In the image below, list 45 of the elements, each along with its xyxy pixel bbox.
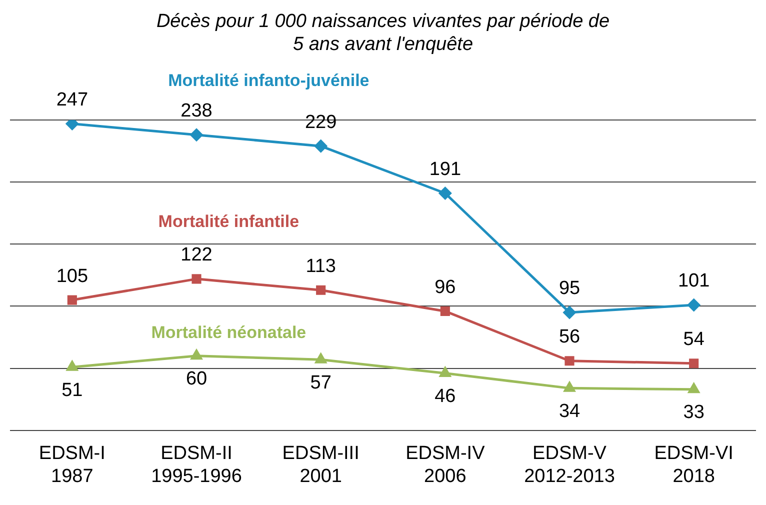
data-label: 33 (683, 402, 704, 424)
x-tick-label: EDSM-V 2012-2013 (524, 443, 615, 487)
data-label: 105 (56, 266, 88, 287)
data-label: 122 (180, 244, 212, 266)
point (190, 128, 203, 142)
text: Mortalité infanto-juvénile (168, 71, 370, 90)
point (316, 285, 326, 295)
point (688, 383, 700, 394)
data-label: 191 (429, 158, 462, 180)
point (66, 120, 78, 130)
point (314, 140, 328, 152)
x-tick-label: EDSM-II 1995-1996 (151, 443, 242, 487)
point (440, 367, 451, 378)
point (190, 350, 202, 360)
point (689, 358, 699, 368)
point (192, 274, 202, 284)
x-tick-label: EDSM-IV 2006 (406, 443, 486, 487)
data-label: 247 (56, 89, 88, 110)
series-label: Mortalité néonatale (151, 323, 306, 342)
point (688, 298, 700, 312)
point (66, 360, 78, 371)
text: Mortalité infantile (158, 212, 300, 232)
point (315, 353, 326, 364)
point (67, 295, 77, 305)
data-label: 96 (434, 276, 456, 298)
data-label: 56 (558, 326, 580, 348)
data-label: 51 (62, 380, 83, 401)
point (440, 306, 450, 316)
x-tick-label: EDSM-I 1987 (38, 443, 106, 487)
point (564, 382, 576, 392)
data-label: 46 (434, 386, 456, 408)
data-label: 57 (310, 372, 332, 394)
x-tick-label: EDSM-III 2001 (282, 443, 360, 487)
chart-title: Décès pour 1 000 naissances vivantes par période de 5 ans avant l'enquête (155, 10, 611, 56)
data-label: 54 (683, 329, 705, 350)
x-tick-label: EDSM-VI 2018 (654, 443, 734, 487)
point (438, 187, 452, 200)
data-label: 34 (558, 400, 580, 422)
point (563, 306, 576, 319)
data-label: 113 (306, 256, 336, 277)
data-label: 238 (180, 100, 212, 122)
data-label: 60 (186, 368, 208, 390)
data-label: 95 (558, 278, 580, 300)
point (564, 356, 574, 366)
data-label: 101 (678, 270, 710, 292)
